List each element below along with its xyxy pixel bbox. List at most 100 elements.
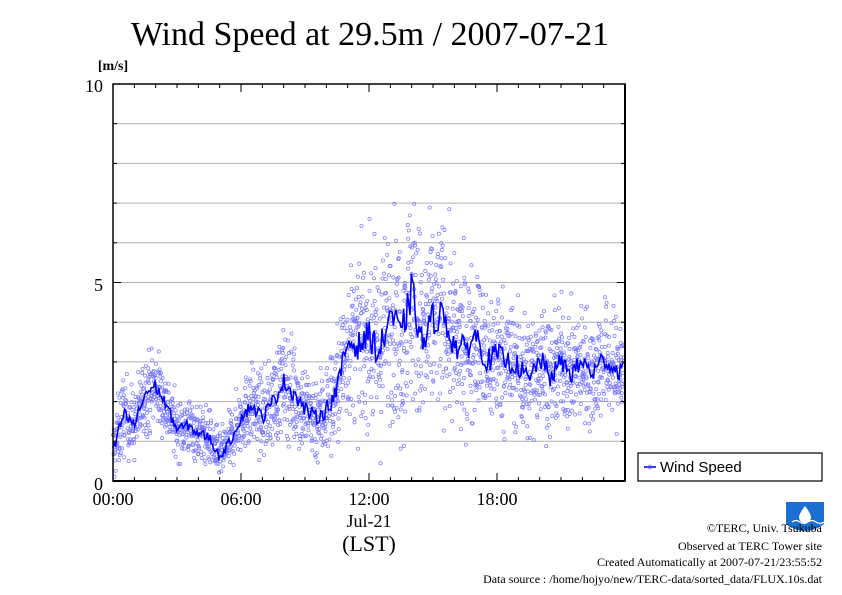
data-point [597,391,602,396]
data-point [602,391,606,396]
data-point [267,423,272,428]
data-point [391,275,396,280]
data-point [376,289,381,294]
data-point [193,448,198,453]
data-point [372,232,377,236]
data-point [478,293,483,298]
footer-source: Data source : /home/hojyo/new/TERC-data/… [483,572,823,586]
data-point [155,418,160,423]
data-point [463,442,468,447]
data-point [190,413,195,418]
data-point [536,392,541,397]
data-point [236,438,241,443]
data-point [200,409,205,414]
data-point [257,457,262,462]
data-point [465,337,469,342]
data-point [511,356,516,361]
data-point [333,366,337,371]
data-point [549,327,554,332]
data-point [547,327,552,332]
data-point [144,407,149,412]
data-point [496,365,501,370]
data-point [390,303,395,308]
data-point [610,360,615,365]
data-point [594,396,599,401]
data-point [529,363,534,367]
data-point [278,421,283,426]
data-point [422,333,427,338]
data-point [305,375,310,379]
data-point [577,375,582,380]
data-point [314,392,319,397]
legend-marker-wind-speed [647,464,653,470]
data-point [181,446,186,451]
data-point [424,359,429,364]
data-point [613,314,618,319]
data-point [568,383,573,388]
data-point [248,399,253,404]
data-point [495,321,500,326]
data-point [333,402,338,407]
data-point [319,436,324,441]
data-point [351,339,356,344]
data-point [543,330,548,335]
data-point [209,420,214,425]
data-point [425,375,430,380]
data-point [157,367,162,372]
data-point [131,436,136,441]
data-point [429,246,433,251]
data-point [616,385,621,390]
data-point [148,408,153,412]
data-point [441,277,446,282]
data-point [555,384,560,389]
data-point [577,411,582,416]
data-point [544,444,549,449]
data-point [199,456,204,460]
data-point [443,406,448,411]
data-point [589,413,594,418]
data-point [545,417,550,421]
data-point [175,438,180,443]
data-point [362,392,367,397]
data-point [138,422,143,427]
data-point [472,307,477,312]
data-point [583,334,588,339]
data-point [300,441,305,446]
data-point [433,305,438,310]
data-point [173,408,178,413]
data-point [349,287,354,291]
data-point [322,441,327,446]
data-point [466,286,471,291]
data-point [243,444,248,448]
data-point [485,376,490,381]
data-point [362,364,367,369]
data-point [284,354,289,359]
data-point [249,394,254,398]
data-point [351,403,356,408]
data-point [611,375,615,380]
data-point [377,383,382,388]
data-point [494,400,499,405]
data-point [402,298,407,303]
data-point [450,418,455,423]
data-point [251,367,256,372]
data-point [208,460,213,465]
data-point [417,374,421,378]
data-point [359,311,363,316]
data-point [400,370,404,374]
data-point [245,431,250,436]
data-point [511,362,516,367]
data-point [310,394,315,398]
data-point [375,285,380,290]
data-point [618,326,623,331]
data-point [440,375,445,380]
data-point [609,385,614,390]
data-point [395,282,399,286]
data-point [186,443,191,448]
data-point [179,409,184,414]
data-point [361,275,365,280]
data-point [369,395,374,400]
data-point [217,433,222,438]
data-point [270,442,275,447]
